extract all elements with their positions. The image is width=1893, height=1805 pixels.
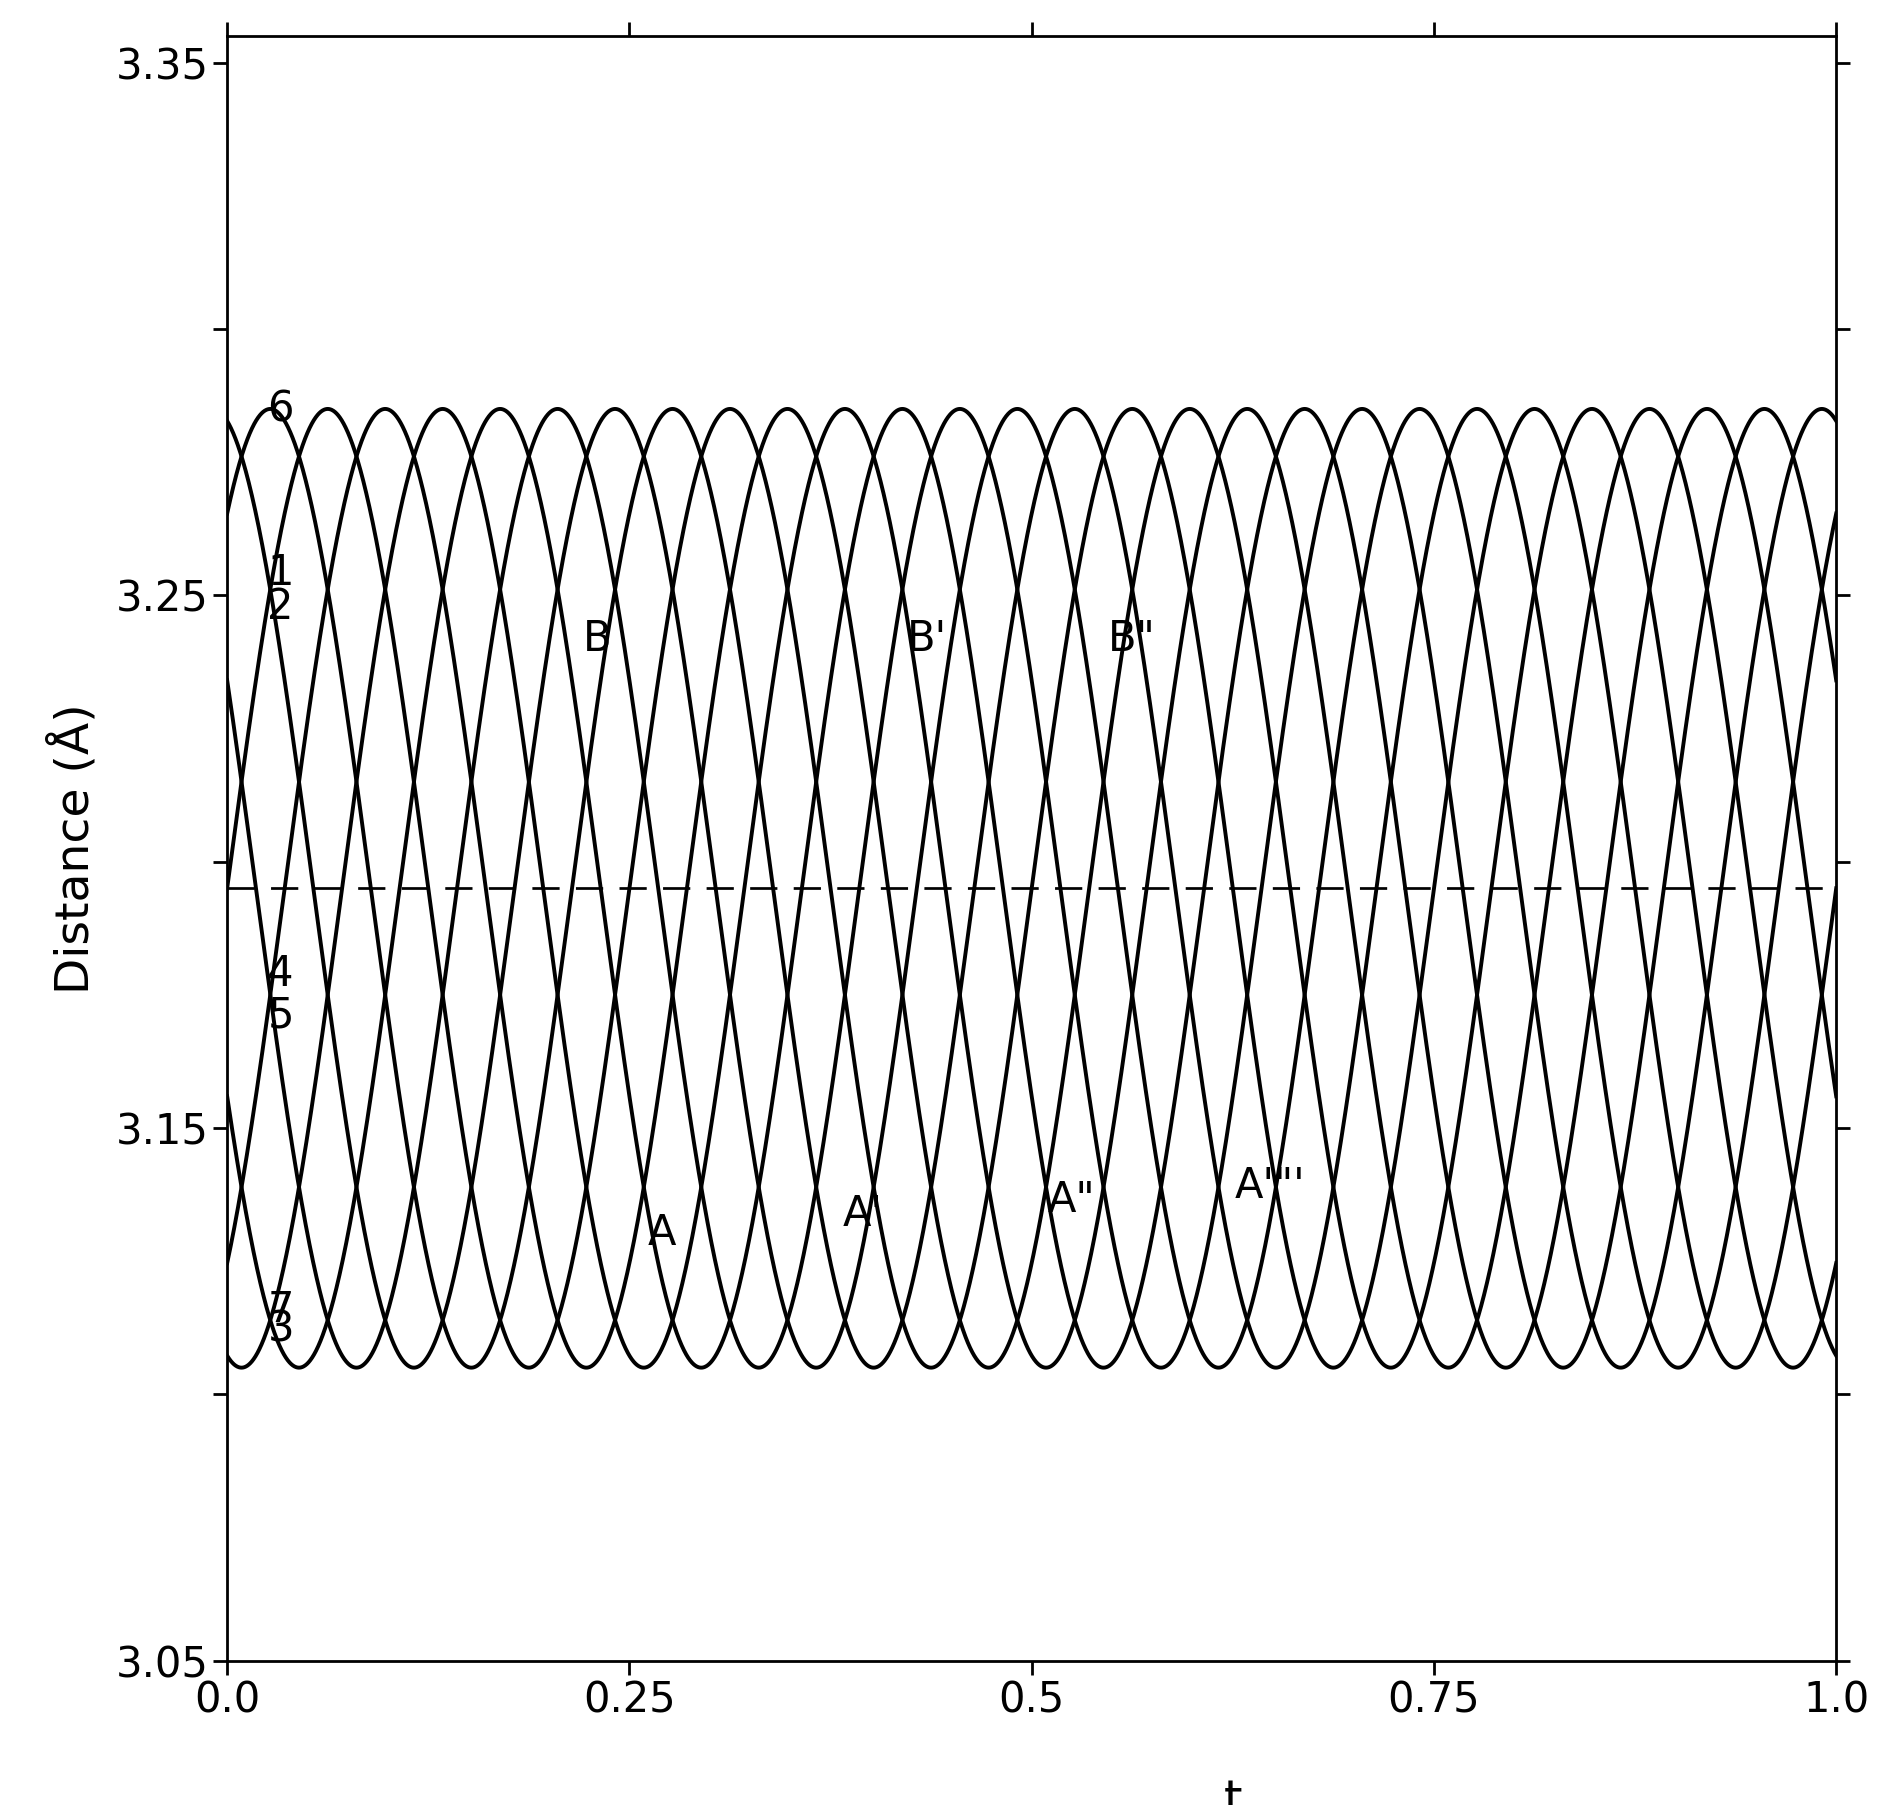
Text: B": B": [1107, 617, 1155, 661]
Text: B: B: [583, 617, 611, 661]
Text: 7: 7: [267, 1289, 293, 1332]
Text: B': B': [907, 617, 946, 661]
Text: A': A': [842, 1193, 882, 1235]
Text: t: t: [1223, 1778, 1242, 1805]
Y-axis label: Distance (Å): Distance (Å): [49, 702, 98, 995]
Text: A'"': A'"': [1234, 1164, 1304, 1206]
Text: 6: 6: [267, 388, 293, 430]
Text: 4: 4: [267, 953, 293, 995]
Text: A": A": [1049, 1179, 1096, 1220]
Text: 1: 1: [267, 552, 293, 594]
Text: A: A: [647, 1213, 676, 1254]
Text: 5: 5: [267, 995, 293, 1036]
Text: 2: 2: [267, 585, 293, 628]
Text: 3: 3: [267, 1309, 293, 1350]
